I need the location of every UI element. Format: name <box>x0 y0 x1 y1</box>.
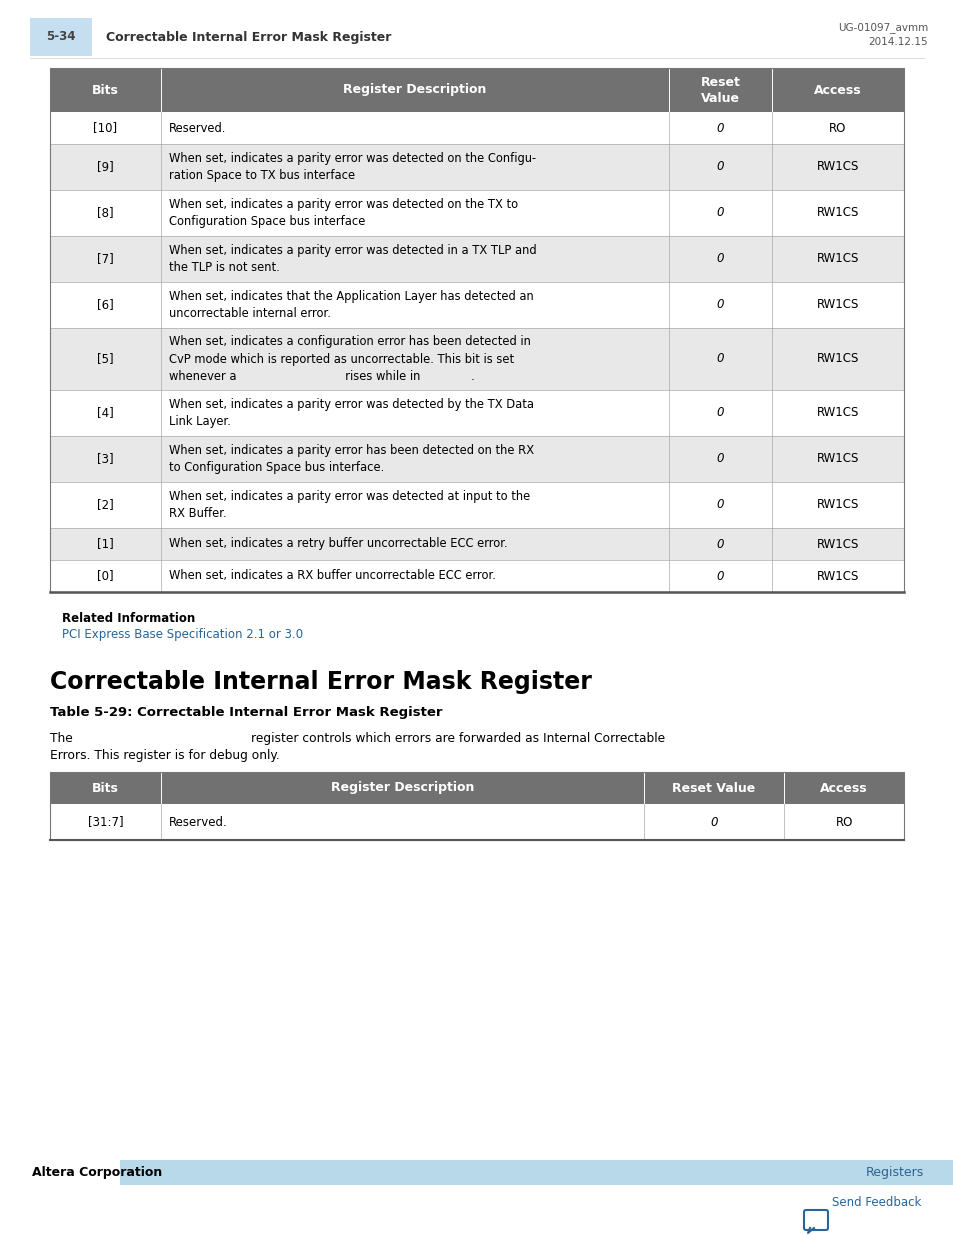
Text: RO: RO <box>835 815 852 829</box>
Text: The                                              register controls which errors : The register controls which errors <box>50 732 664 745</box>
Bar <box>50 68 903 592</box>
Text: RW1CS: RW1CS <box>816 206 858 220</box>
Text: [3]: [3] <box>97 452 113 466</box>
Bar <box>50 772 903 804</box>
Text: Access: Access <box>813 84 861 96</box>
Text: When set, indicates a RX buffer uncorrectable ECC error.: When set, indicates a RX buffer uncorrec… <box>169 569 496 583</box>
Text: [6]: [6] <box>97 299 113 311</box>
Text: UG-01097_avmm: UG-01097_avmm <box>837 22 927 33</box>
Text: Register Description: Register Description <box>343 84 486 96</box>
Text: [31:7]: [31:7] <box>88 815 123 829</box>
Bar <box>50 190 903 236</box>
Text: 0: 0 <box>716 206 723 220</box>
Text: 0: 0 <box>716 299 723 311</box>
Text: Bits: Bits <box>92 782 119 794</box>
Bar <box>50 772 903 840</box>
Text: RW1CS: RW1CS <box>816 537 858 551</box>
Text: [4]: [4] <box>97 406 113 420</box>
Text: RW1CS: RW1CS <box>816 569 858 583</box>
Text: [5]: [5] <box>97 352 113 366</box>
Bar <box>120 1160 953 1186</box>
Text: 0: 0 <box>716 569 723 583</box>
Text: 5-34: 5-34 <box>46 31 75 43</box>
Text: [7]: [7] <box>97 252 113 266</box>
Bar <box>50 329 903 390</box>
Text: [8]: [8] <box>97 206 113 220</box>
Text: When set, indicates a parity error was detected in a TX TLP and
the TLP is not s: When set, indicates a parity error was d… <box>169 243 537 274</box>
Text: Send Feedback: Send Feedback <box>831 1197 921 1209</box>
Text: 0: 0 <box>709 815 717 829</box>
Text: Altera Corporation: Altera Corporation <box>32 1166 162 1179</box>
Text: When set, indicates that the Application Layer has detected an
uncorrectable int: When set, indicates that the Application… <box>169 290 534 320</box>
Bar <box>50 112 903 144</box>
Text: 0: 0 <box>716 537 723 551</box>
Text: Related Information: Related Information <box>62 613 195 625</box>
Text: [1]: [1] <box>97 537 113 551</box>
Text: Errors. This register is for debug only.: Errors. This register is for debug only. <box>50 748 279 762</box>
Bar <box>50 68 903 112</box>
Text: [0]: [0] <box>97 569 113 583</box>
Text: When set, indicates a parity error was detected on the Configu-
ration Space to : When set, indicates a parity error was d… <box>169 152 536 183</box>
Text: RW1CS: RW1CS <box>816 252 858 266</box>
Text: Access: Access <box>820 782 867 794</box>
Text: 0: 0 <box>716 452 723 466</box>
Text: 0: 0 <box>716 406 723 420</box>
Text: RW1CS: RW1CS <box>816 352 858 366</box>
Text: When set, indicates a parity error was detected on the TX to
Configuration Space: When set, indicates a parity error was d… <box>169 198 517 228</box>
Text: [10]: [10] <box>93 121 117 135</box>
Text: Correctable Internal Error Mask Register: Correctable Internal Error Mask Register <box>50 671 591 694</box>
Bar <box>50 559 903 592</box>
Bar <box>50 804 903 840</box>
Text: Correctable Internal Error Mask Register: Correctable Internal Error Mask Register <box>106 31 391 43</box>
Text: [2]: [2] <box>97 499 113 511</box>
Bar <box>50 144 903 190</box>
Text: When set, indicates a configuration error has been detected in
CvP mode which is: When set, indicates a configuration erro… <box>169 335 530 383</box>
Bar <box>50 436 903 482</box>
Text: Register Description: Register Description <box>331 782 474 794</box>
Text: RW1CS: RW1CS <box>816 299 858 311</box>
Text: Reset
Value: Reset Value <box>700 75 740 105</box>
Bar <box>50 282 903 329</box>
Text: RW1CS: RW1CS <box>816 452 858 466</box>
Text: Registers: Registers <box>864 1166 923 1179</box>
Text: Bits: Bits <box>92 84 119 96</box>
Text: PCI Express Base Specification 2.1 or 3.0: PCI Express Base Specification 2.1 or 3.… <box>62 629 303 641</box>
Bar <box>30 19 91 56</box>
Text: RO: RO <box>828 121 845 135</box>
Text: RW1CS: RW1CS <box>816 499 858 511</box>
Text: Table 5-29: Correctable Internal Error Mask Register: Table 5-29: Correctable Internal Error M… <box>50 706 442 719</box>
Bar <box>50 529 903 559</box>
Text: RW1CS: RW1CS <box>816 406 858 420</box>
Text: 0: 0 <box>716 252 723 266</box>
Text: Reserved.: Reserved. <box>169 815 228 829</box>
Text: When set, indicates a parity error was detected at input to the
RX Buffer.: When set, indicates a parity error was d… <box>169 490 530 520</box>
Text: 0: 0 <box>716 352 723 366</box>
Text: [9]: [9] <box>97 161 113 173</box>
Text: When set, indicates a parity error was detected by the TX Data
Link Layer.: When set, indicates a parity error was d… <box>169 398 534 429</box>
Text: 0: 0 <box>716 121 723 135</box>
Text: 0: 0 <box>716 499 723 511</box>
Text: When set, indicates a retry buffer uncorrectable ECC error.: When set, indicates a retry buffer uncor… <box>169 537 507 551</box>
Text: Reserved.: Reserved. <box>169 121 226 135</box>
Text: Reset Value: Reset Value <box>672 782 755 794</box>
Text: 2014.12.15: 2014.12.15 <box>867 37 927 47</box>
Bar <box>50 236 903 282</box>
Bar <box>50 390 903 436</box>
Bar <box>50 482 903 529</box>
Text: 0: 0 <box>716 161 723 173</box>
Text: When set, indicates a parity error has been detected on the RX
to Configuration : When set, indicates a parity error has b… <box>169 443 534 474</box>
Text: RW1CS: RW1CS <box>816 161 858 173</box>
